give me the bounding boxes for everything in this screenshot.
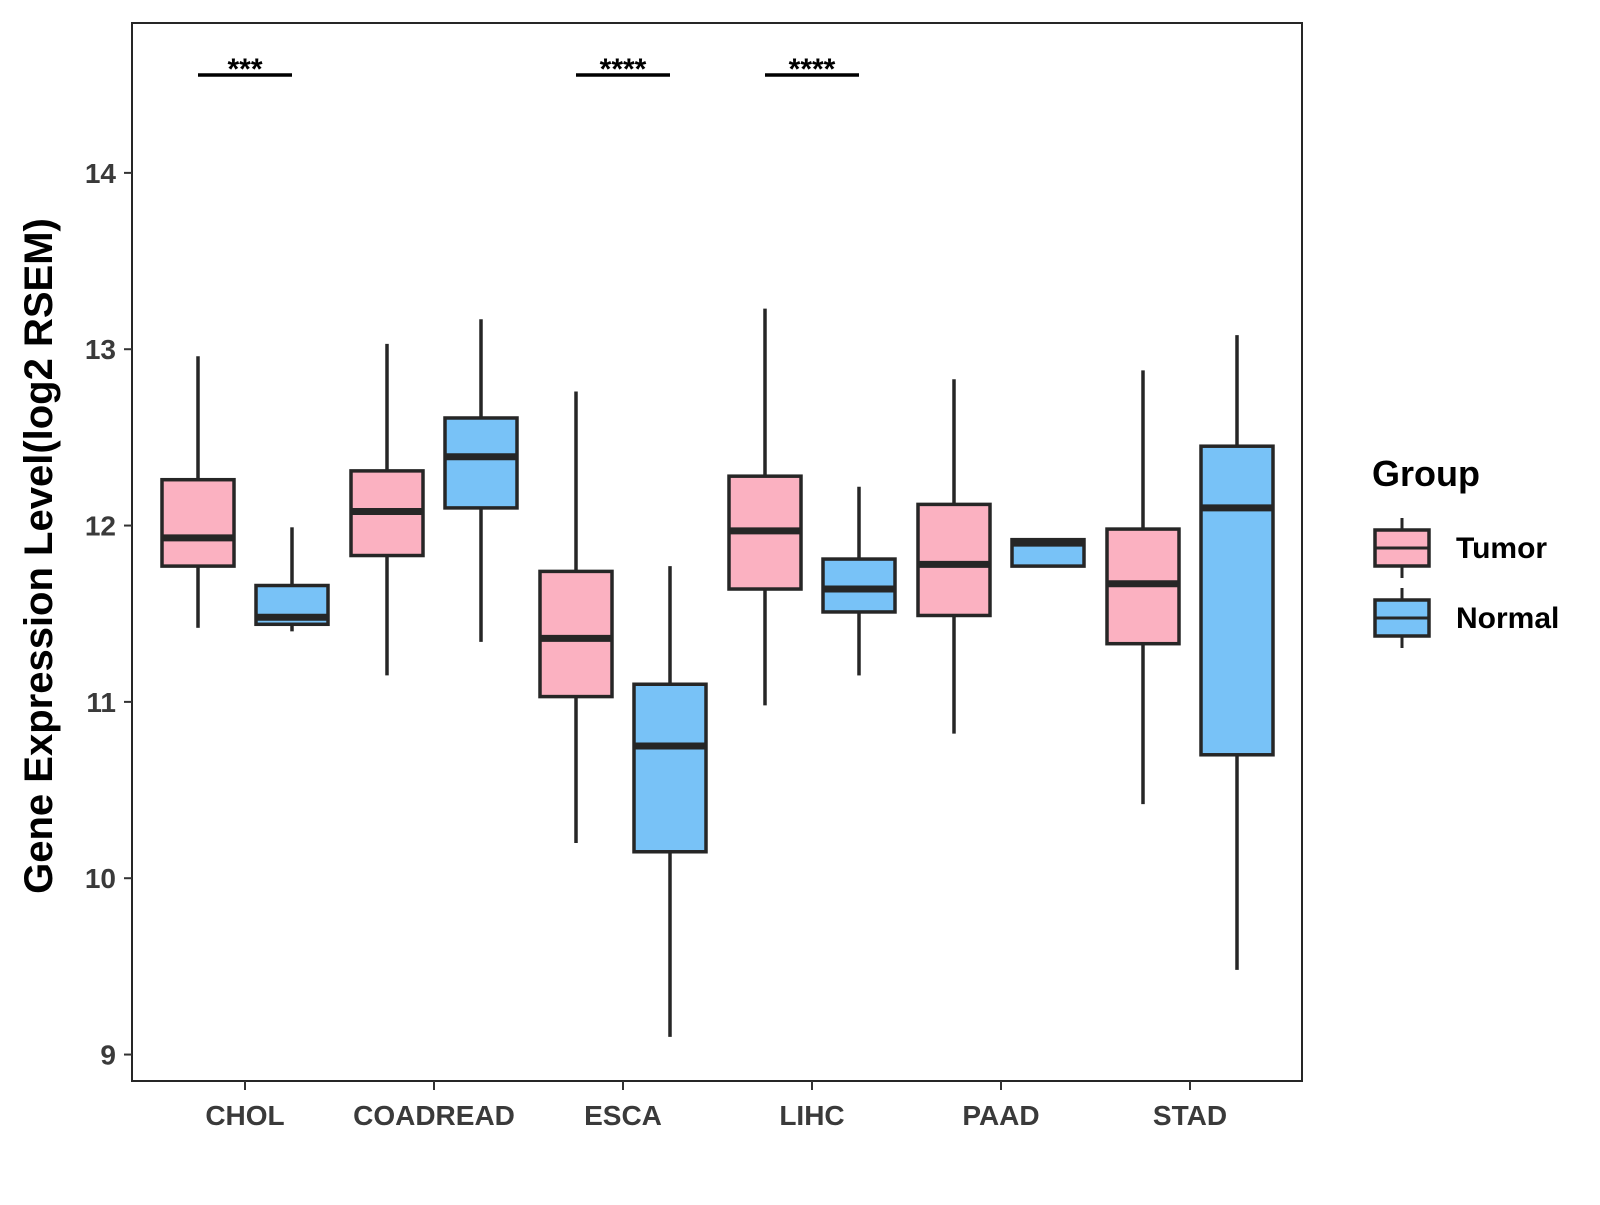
box-stad-normal bbox=[1199, 335, 1275, 970]
significance-label: **** bbox=[789, 53, 836, 86]
x-tick-label: STAD bbox=[1153, 1100, 1227, 1131]
plot-panel: *** **** **** bbox=[131, 22, 1303, 1082]
box-lihc-tumor bbox=[727, 308, 803, 706]
legend-label: Normal bbox=[1456, 602, 1559, 635]
y-tick-label: 12 bbox=[85, 511, 116, 542]
iqr-box bbox=[632, 682, 708, 854]
box-paad-tumor bbox=[916, 379, 992, 734]
iqr-box bbox=[443, 416, 519, 510]
y-tick-label: 11 bbox=[86, 687, 116, 718]
y-tick-label: 13 bbox=[85, 334, 116, 365]
iqr-box bbox=[1199, 444, 1275, 757]
box-coadread-normal bbox=[443, 319, 519, 642]
box-paad-normal bbox=[1010, 537, 1086, 568]
legend-label: Tumor bbox=[1456, 532, 1547, 565]
legend-item-tumor: Tumor bbox=[1373, 518, 1547, 578]
y-axis-title: Gene Expression Level(log2 RSEM) bbox=[17, 218, 61, 894]
y-axis: 9 10 11 12 13 14 bbox=[85, 158, 132, 1071]
iqr-box bbox=[160, 477, 236, 568]
legend-title: Group bbox=[1372, 453, 1480, 494]
significance-lihc: **** bbox=[765, 53, 859, 86]
box-coadread-tumor bbox=[349, 343, 425, 676]
x-tick-label: COADREAD bbox=[353, 1100, 515, 1131]
iqr-box bbox=[916, 502, 992, 618]
box-stad-tumor bbox=[1105, 370, 1181, 805]
box-esca-normal bbox=[632, 566, 708, 1037]
iqr-box bbox=[821, 557, 897, 614]
box-esca-tumor bbox=[538, 391, 614, 843]
iqr-box bbox=[538, 569, 614, 699]
significance-chol: *** bbox=[198, 53, 292, 86]
significance-label: **** bbox=[600, 53, 647, 86]
box-chol-tumor bbox=[160, 356, 236, 628]
significance-esca: **** bbox=[576, 53, 670, 86]
x-tick-label: LIHC bbox=[779, 1100, 844, 1131]
x-tick-label: CHOL bbox=[205, 1100, 284, 1131]
y-tick-label: 14 bbox=[85, 158, 117, 189]
panel-border bbox=[131, 22, 1303, 1082]
x-tick-label: PAAD bbox=[962, 1100, 1039, 1131]
box-chol-normal bbox=[254, 527, 330, 632]
significance-label: *** bbox=[227, 53, 262, 86]
legend: Group Tumor Normal bbox=[1372, 453, 1559, 648]
box-lihc-normal bbox=[821, 486, 897, 676]
y-tick-label: 9 bbox=[100, 1040, 116, 1071]
y-tick-label: 10 bbox=[85, 863, 116, 894]
x-tick-label: ESCA bbox=[584, 1100, 662, 1131]
legend-item-normal: Normal bbox=[1373, 588, 1559, 648]
x-axis: CHOL COADREAD ESCA LIHC PAAD STAD bbox=[205, 1081, 1227, 1131]
